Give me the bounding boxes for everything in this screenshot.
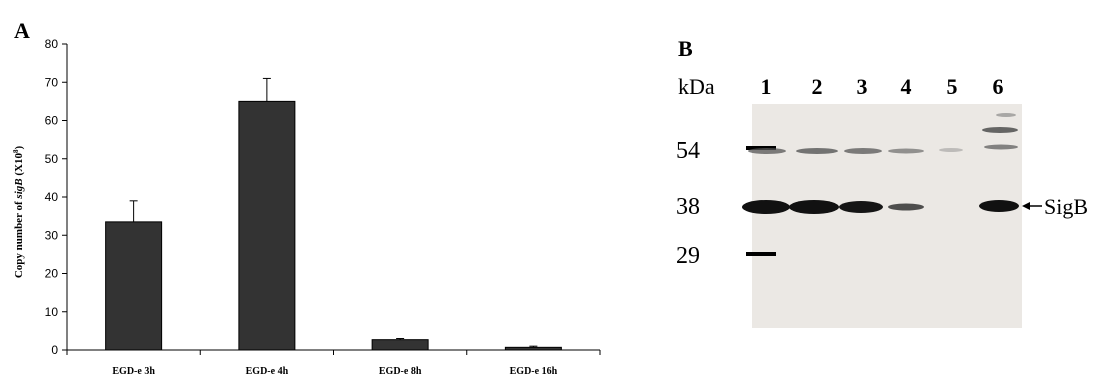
band-lane4-sigb (888, 203, 924, 211)
band-lane6-sigb (979, 200, 1019, 212)
y-tick-label: 20 (45, 267, 59, 281)
band-lane5-54 (939, 148, 963, 152)
band-lane3-sigb (839, 201, 883, 213)
x-category-label: EGD-e 4h (246, 366, 289, 377)
marker-label-38: 38 (676, 194, 700, 220)
band-lane1-sigb (742, 200, 790, 214)
x-category-label: EGD-e 3h (112, 366, 155, 377)
panel-a: A Copy number of sigB (X108) 0 10 20 30 40 50… (12, 18, 601, 377)
y-tick-label: 10 (45, 305, 59, 319)
panel-a-label: A (14, 18, 30, 43)
lane-label-1: 1 (761, 74, 772, 99)
band-lane2-sigb (789, 200, 839, 214)
marker-label-54: 54 (676, 138, 700, 164)
bar (105, 221, 163, 351)
band-lane3-54 (844, 148, 882, 154)
lane-label-5: 5 (947, 74, 958, 99)
band-lane1-54 (748, 148, 786, 154)
x-category-label: EGD-e 16h (510, 366, 558, 377)
lane-label-2: 2 (812, 74, 823, 99)
kda-label: kDa (678, 74, 715, 99)
sigb-band-label: SigB (1044, 194, 1088, 219)
panel-b-label: B (678, 36, 693, 61)
y-tick-label: 50 (45, 152, 59, 166)
marker-tick-29 (746, 252, 776, 256)
band-lane6-top (996, 113, 1016, 117)
y-tick-label: 0 (51, 343, 58, 357)
lane-label-6: 6 (993, 74, 1004, 99)
y-tick-label: 40 (45, 190, 59, 204)
bar (371, 339, 429, 351)
band-lane4-54 (888, 148, 924, 154)
y-tick-label: 60 (45, 114, 59, 128)
y-axis-label: Copy number of sigB (X108) (12, 146, 25, 279)
marker-label-29: 29 (676, 243, 700, 269)
western-blot-figure: B kDa 1 2 3 4 5 6 54 38 29 Sig (676, 36, 1088, 328)
marker-tick-54 (746, 146, 776, 150)
panel-b: B kDa 1 2 3 4 5 6 54 38 29 Sig (660, 0, 1105, 383)
x-category-label: EGD-e 8h (379, 366, 422, 377)
y-tick-label: 30 (45, 228, 59, 242)
bar-chart: A Copy number of sigB (X108) 0 10 20 30 40 50… (12, 18, 601, 377)
lane-label-4: 4 (901, 74, 912, 99)
bar (238, 100, 296, 351)
band-lane6-upper (982, 127, 1018, 133)
bar (504, 346, 562, 351)
y-tick-label: 80 (45, 37, 59, 51)
sigb-arrow-icon (1022, 202, 1030, 210)
blot-membrane (752, 104, 1022, 328)
y-tick-label: 70 (45, 75, 59, 89)
band-lane2-54 (796, 148, 838, 154)
band-lane6-54 (984, 144, 1018, 150)
lane-label-3: 3 (857, 74, 868, 99)
